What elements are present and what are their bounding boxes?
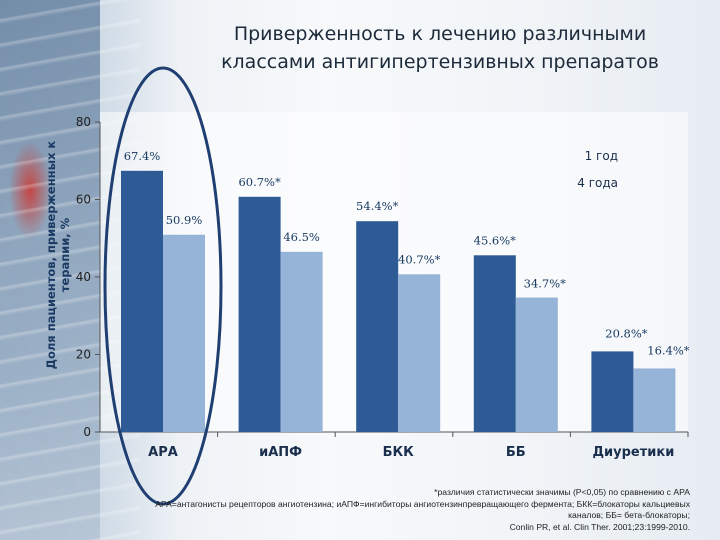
x-category-label: ББ <box>506 445 526 460</box>
bar-value-label: 34.7%* <box>524 277 567 291</box>
bar <box>238 196 281 432</box>
bar-value-label: 46.5% <box>283 230 320 244</box>
y-tick-label: 40 <box>76 270 91 284</box>
bar-value-label: 54.4%* <box>356 199 399 213</box>
x-category-label: АРА <box>148 445 178 460</box>
bar <box>515 297 558 432</box>
bar <box>356 221 399 432</box>
legend-entry: 1 год <box>585 149 618 163</box>
bar-value-label: 60.7%* <box>238 175 281 189</box>
bar <box>633 368 676 432</box>
x-category-label: БКК <box>383 445 415 460</box>
bar <box>591 351 634 432</box>
footnote-line-2: АРА=антагонисты рецепторов ангиотензина;… <box>155 498 690 509</box>
bar-value-label: 45.6%* <box>474 233 517 247</box>
background-xray-figure <box>0 0 100 540</box>
bar-value-label: 67.4% <box>124 149 161 163</box>
highlight-oval <box>103 66 223 506</box>
y-tick-label: 20 <box>76 348 91 362</box>
bar <box>473 255 516 432</box>
y-tick-label: 60 <box>76 193 91 207</box>
bar <box>398 274 441 432</box>
bar-value-label: 20.8%* <box>605 326 648 340</box>
footnote-line-3: каналов; ББ= бета-блокаторы; <box>568 510 690 520</box>
bar-value-label: 50.9% <box>166 213 203 227</box>
title-line-2: классами антигипертензивных препаратов <box>221 51 659 73</box>
footnote: *различия статистически значимы (P<0,05)… <box>155 487 690 533</box>
bar-value-label: 16.4%* <box>647 343 690 357</box>
y-tick-label: 0 <box>83 425 91 439</box>
title-line-1: Приверженность к лечению различными <box>233 23 647 45</box>
footnote-line-1: *различия статистически значимы (P<0,05)… <box>434 487 690 497</box>
x-category-label: Диуретики <box>592 445 674 460</box>
legend-entry: 4 года <box>577 176 618 190</box>
y-tick-label: 80 <box>76 115 91 129</box>
bar <box>121 170 163 432</box>
x-category-label: иАПФ <box>259 445 302 460</box>
chart-title: Приверженность к лечению различными клас… <box>170 20 710 76</box>
bar <box>163 234 205 432</box>
footnote-line-4: Conlin PR, et al. Clin Ther. 2001;23:199… <box>509 521 690 532</box>
bar <box>280 251 323 432</box>
bar-value-label: 40.7%* <box>398 252 441 266</box>
